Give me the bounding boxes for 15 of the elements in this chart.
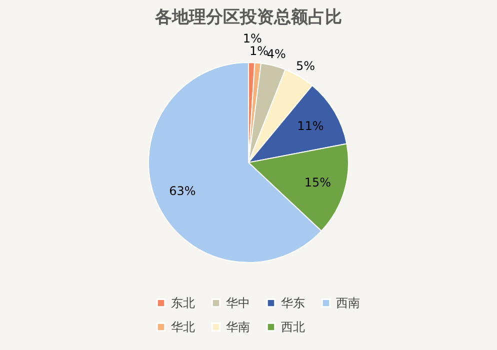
legend-label: 华北 [171, 320, 195, 334]
legend-label: 西北 [281, 320, 305, 334]
legend-label: 西南 [336, 296, 360, 310]
data-label: 1% [250, 44, 269, 58]
legend-label: 华中 [226, 296, 250, 310]
data-label: 1% [242, 32, 262, 46]
data-label: 5% [296, 59, 316, 74]
data-label: 15% [304, 176, 331, 190]
legend-label: 华南 [226, 320, 250, 334]
data-label: 63% [169, 184, 196, 198]
legend-label: 华东 [281, 296, 305, 310]
data-label: 4% [266, 47, 286, 62]
chart-title: 各地理分区投资总额占比 [154, 8, 342, 28]
data-label: 11% [297, 118, 324, 133]
legend-label: 东北 [171, 296, 195, 310]
